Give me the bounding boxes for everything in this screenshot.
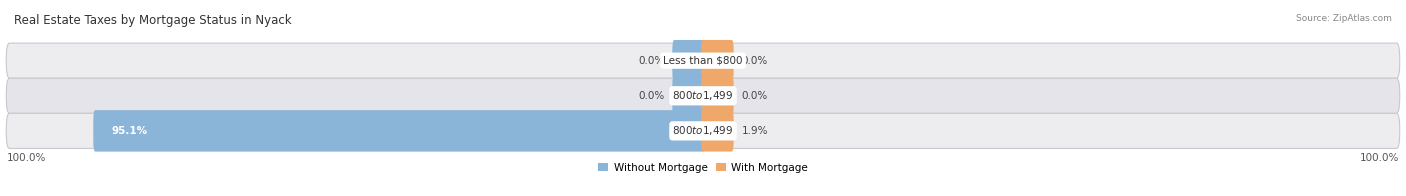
- FancyBboxPatch shape: [702, 110, 734, 152]
- Text: 100.0%: 100.0%: [1360, 153, 1399, 163]
- FancyBboxPatch shape: [672, 40, 704, 81]
- Text: Real Estate Taxes by Mortgage Status in Nyack: Real Estate Taxes by Mortgage Status in …: [14, 14, 291, 27]
- FancyBboxPatch shape: [6, 78, 1400, 113]
- FancyBboxPatch shape: [6, 43, 1400, 78]
- Text: 0.0%: 0.0%: [638, 91, 665, 101]
- Text: 0.0%: 0.0%: [741, 56, 768, 66]
- Text: Less than $800: Less than $800: [664, 56, 742, 66]
- Text: 0.0%: 0.0%: [741, 91, 768, 101]
- FancyBboxPatch shape: [702, 40, 734, 81]
- Text: 95.1%: 95.1%: [111, 126, 148, 136]
- Text: 100.0%: 100.0%: [7, 153, 46, 163]
- Legend: Without Mortgage, With Mortgage: Without Mortgage, With Mortgage: [593, 158, 813, 177]
- Text: Source: ZipAtlas.com: Source: ZipAtlas.com: [1296, 14, 1392, 23]
- FancyBboxPatch shape: [702, 75, 734, 116]
- FancyBboxPatch shape: [6, 113, 1400, 148]
- FancyBboxPatch shape: [672, 75, 704, 116]
- FancyBboxPatch shape: [93, 110, 704, 152]
- Text: $800 to $1,499: $800 to $1,499: [672, 89, 734, 102]
- Text: $800 to $1,499: $800 to $1,499: [672, 124, 734, 137]
- Text: 1.9%: 1.9%: [741, 126, 768, 136]
- Text: 0.0%: 0.0%: [638, 56, 665, 66]
